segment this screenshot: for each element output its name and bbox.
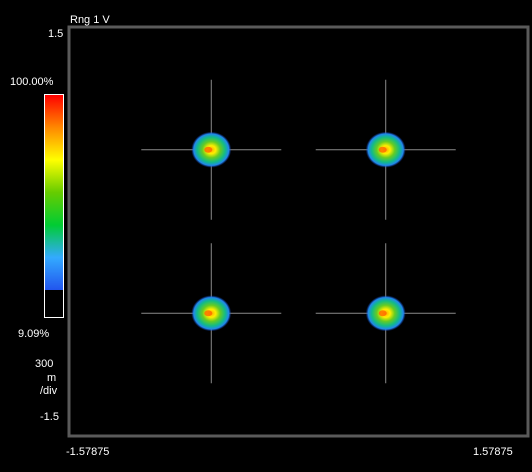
density-core-4	[378, 310, 387, 317]
y-min-label: -1.5	[40, 411, 59, 423]
scale-unit-line1: m	[47, 372, 57, 384]
constellation-point-4	[315, 243, 456, 384]
constellation-point-1	[141, 79, 282, 220]
y-max-label: 1.5	[48, 28, 64, 40]
colorbar-gradient	[45, 95, 63, 291]
points-layer	[141, 79, 456, 384]
plot-frame	[67, 25, 530, 438]
density-core-2	[378, 146, 387, 153]
constellation-point-2	[315, 79, 456, 220]
scale-value-label: 300	[35, 358, 54, 370]
density-core-3	[204, 310, 213, 317]
range-label: Rng 1 V	[70, 14, 110, 26]
constellation-point-3	[141, 243, 282, 384]
scale-unit-line2: /div	[40, 385, 58, 397]
x-min-label: -1.57875	[66, 446, 110, 458]
x-max-label: 1.57875	[473, 446, 513, 458]
colorbar-max-label: 100.00%	[10, 76, 54, 88]
density-core-1	[204, 146, 213, 153]
colorbar-min-label: 9.09%	[18, 328, 50, 340]
colorbar	[44, 94, 64, 318]
